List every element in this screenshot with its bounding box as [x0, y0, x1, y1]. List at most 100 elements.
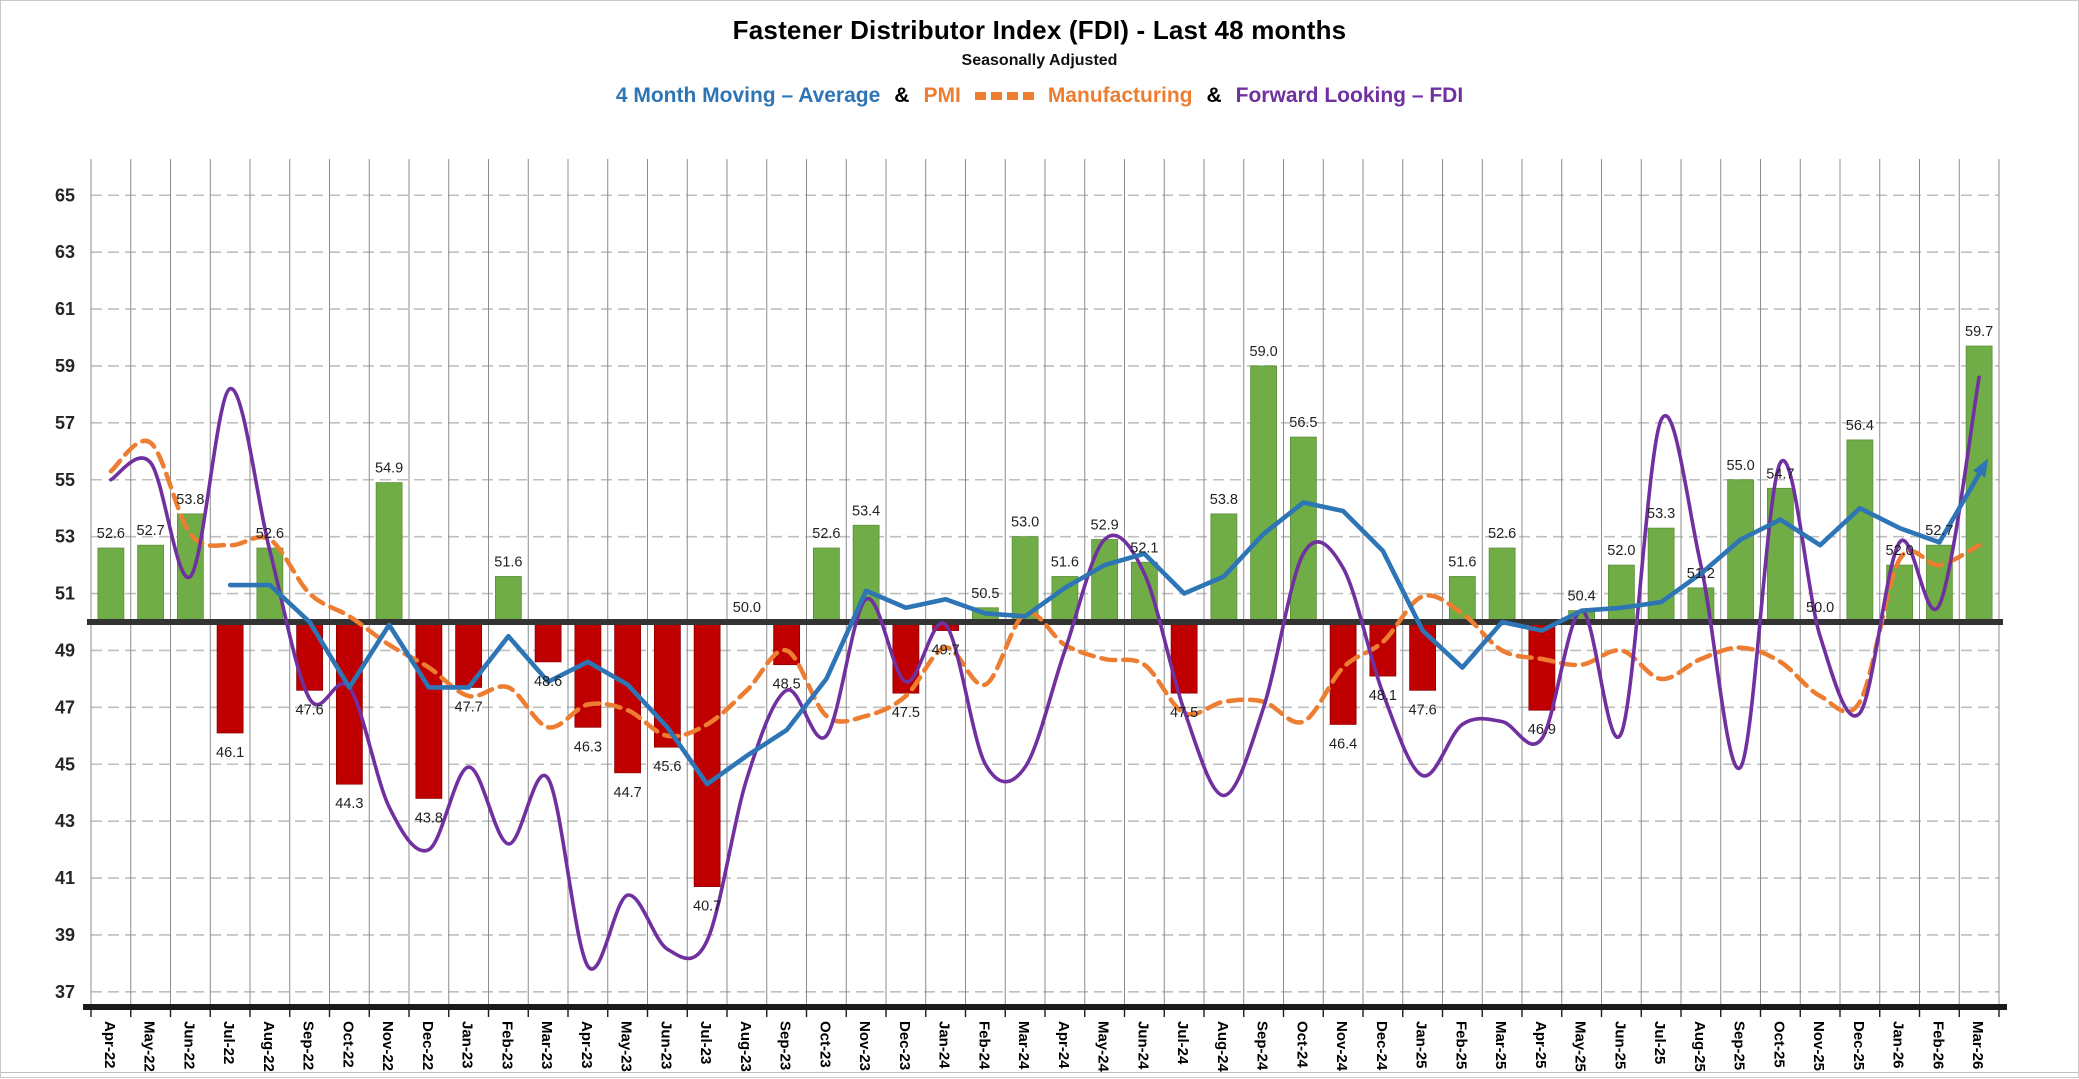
x-axis-month-label: Mar-23 — [538, 1021, 555, 1069]
bar-value-label: 52.6 — [1488, 526, 1516, 542]
bar-value-label: 47.5 — [892, 705, 920, 721]
x-axis-month-label: Dec-24 — [1373, 1021, 1390, 1071]
bar-value-label: 50.5 — [971, 586, 999, 602]
x-axis-month-label: Apr-23 — [578, 1021, 595, 1069]
fdi-bar-Apr-22 — [97, 547, 125, 623]
bar-value-label: 50.0 — [1806, 600, 1834, 616]
fdi-bar-Mar-23 — [534, 621, 562, 663]
x-axis-month-label: Feb-25 — [1452, 1021, 1469, 1069]
fdi-bar-Mar-26 — [1965, 345, 1993, 623]
x-axis-month-label: Jul-23 — [697, 1021, 714, 1064]
y-axis-label: 39 — [55, 925, 75, 945]
bar-value-label: 56.5 — [1289, 415, 1317, 431]
fdi-bar-Nov-24 — [1329, 621, 1357, 725]
bar-value-label: 55.0 — [1727, 458, 1755, 474]
x-axis-month-label: Mar-26 — [1969, 1021, 1986, 1069]
bar-value-label: 52.7 — [1925, 523, 1953, 539]
bar-value-label: 44.7 — [614, 785, 642, 801]
bar-value-label: 40.7 — [693, 899, 721, 915]
bar-value-label: 47.6 — [296, 702, 324, 718]
fdi-bar-Feb-25 — [1448, 576, 1476, 623]
x-axis-month-label: Apr-22 — [101, 1021, 118, 1069]
y-axis-label: 63 — [55, 242, 75, 262]
bar-value-label: 47.7 — [455, 699, 483, 715]
x-axis-month-label: Apr-24 — [1055, 1021, 1072, 1069]
bar-value-label: 53.0 — [1011, 515, 1039, 531]
bar-value-label: 52.7 — [137, 523, 165, 539]
y-axis-label: 59 — [55, 356, 75, 376]
x-axis-month-label: Aug-22 — [260, 1021, 277, 1072]
x-axis-month-label: Jan-23 — [459, 1021, 476, 1069]
x-axis-month-label: Dec-25 — [1850, 1021, 1867, 1070]
bar-value-label: 43.8 — [415, 810, 443, 826]
x-axis-month-label: Oct-23 — [816, 1021, 833, 1068]
bar-value-label: 52.9 — [1091, 517, 1119, 533]
x-axis-month-label: May-22 — [141, 1021, 158, 1072]
y-axis-label: 55 — [55, 470, 75, 490]
x-axis-month-label: Jul-25 — [1651, 1021, 1668, 1064]
x-axis-month-label: Oct-22 — [339, 1021, 356, 1068]
y-axis-label: 41 — [55, 868, 75, 888]
x-axis-month-label: Feb-24 — [975, 1021, 992, 1070]
x-axis-month-label: Oct-25 — [1770, 1021, 1787, 1068]
bar-value-label: 54.9 — [375, 461, 403, 477]
moving-average-line — [227, 471, 1982, 787]
x-axis-month-label: Dec-22 — [419, 1021, 436, 1070]
bar-value-label: 45.6 — [653, 759, 681, 775]
bar-value-label: 51.6 — [1051, 554, 1079, 570]
fdi-bar-Oct-24 — [1289, 436, 1317, 623]
bar-value-label: 46.9 — [1528, 722, 1556, 738]
x-axis-month-label: Aug-23 — [737, 1021, 754, 1072]
y-axis-label: 47 — [55, 697, 75, 717]
fdi-bar-Sep-24 — [1250, 365, 1278, 623]
bar-value-label: 48.5 — [773, 677, 801, 693]
x-axis-month-label: Mar-24 — [1015, 1021, 1032, 1070]
bar-value-label: 44.3 — [335, 796, 363, 812]
x-axis-month-label: Jan-26 — [1890, 1021, 1907, 1069]
y-axis-label: 65 — [55, 185, 75, 205]
fdi-bar-Mar-25 — [1488, 547, 1516, 623]
bar-value-label: 52.1 — [1130, 540, 1158, 556]
bar-value-label: 48.1 — [1369, 688, 1397, 704]
fdi-bar-Dec-22 — [415, 621, 443, 799]
x-axis-month-label: May-25 — [1572, 1021, 1589, 1072]
bar-value-label: 52.0 — [1886, 543, 1914, 559]
bar-value-label: 46.1 — [216, 745, 244, 761]
x-axis-month-label: Oct-24 — [1293, 1021, 1310, 1068]
x-axis-month-label: Aug-24 — [1214, 1021, 1231, 1072]
fdi-bar-Feb-26 — [1925, 544, 1953, 623]
x-axis-month-label: Feb-26 — [1929, 1021, 1946, 1069]
fdi-bar-Sep-25 — [1727, 479, 1755, 623]
y-axis-label: 53 — [55, 527, 75, 547]
bar-value-label: 52.0 — [1607, 543, 1635, 559]
fdi-bar-Jun-25 — [1607, 564, 1635, 623]
x-axis-month-label: Jul-24 — [1174, 1021, 1191, 1065]
x-axis-month-label: Jul-22 — [220, 1021, 237, 1064]
y-axis-label: 49 — [55, 640, 75, 660]
bar-value-label: 53.8 — [1210, 492, 1238, 508]
x-axis-month-label: Dec-23 — [896, 1021, 913, 1070]
x-axis-month-label: Nov-24 — [1333, 1021, 1350, 1072]
x-axis-month-label: Jun-24 — [1134, 1021, 1151, 1070]
forward-fdi-line — [109, 375, 1981, 971]
bar-value-label: 51.6 — [1448, 554, 1476, 570]
fdi-bar-Jul-25 — [1647, 527, 1675, 623]
x-axis-month-label: Jun-25 — [1611, 1021, 1628, 1069]
bar-value-label: 56.4 — [1846, 418, 1874, 434]
fdi-bar-Feb-23 — [494, 576, 522, 623]
x-axis-month-label: Mar-25 — [1492, 1021, 1509, 1069]
bar-value-label: 46.4 — [1329, 736, 1357, 752]
bar-value-label: 47.5 — [1170, 705, 1198, 721]
x-axis-month-label: May-23 — [618, 1021, 635, 1072]
x-axis-month-label: Aug-25 — [1691, 1021, 1708, 1072]
bar-value-label: 52.6 — [256, 526, 284, 542]
fdi-bar-Dec-25 — [1846, 439, 1874, 623]
bar-value-label: 48.6 — [534, 674, 562, 690]
x-axis-month-label: Sep-23 — [777, 1021, 794, 1070]
bar-value-label: 50.0 — [733, 600, 761, 616]
y-axis-label: 57 — [55, 413, 75, 433]
x-axis-month-label: Sep-24 — [1254, 1021, 1271, 1071]
bar-value-label: 59.7 — [1965, 324, 1993, 340]
